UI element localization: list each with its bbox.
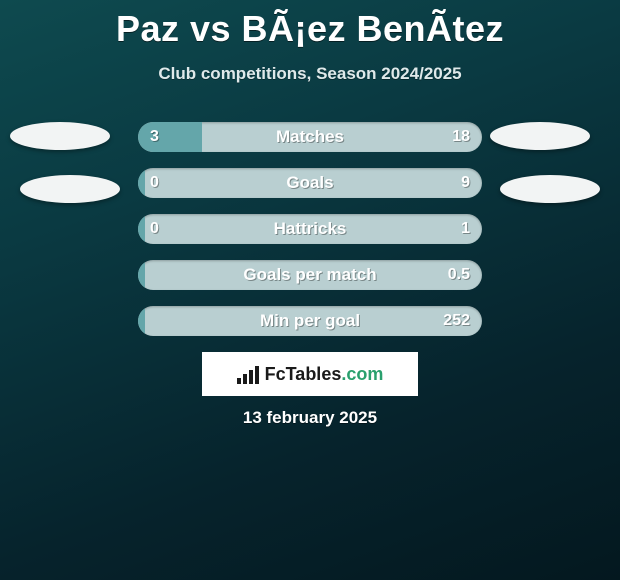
page-title: Paz vs BÃ¡ez BenÃ­tez [0,0,620,50]
stat-row: 318Matches [0,118,620,164]
footer-date: 13 february 2025 [0,408,620,428]
stat-label: Matches [138,122,482,152]
stat-label: Goals [138,168,482,198]
stat-bar-track: 318Matches [138,122,482,152]
stat-bar-track: 0.5Goals per match [138,260,482,290]
stat-label: Min per goal [138,306,482,336]
brand-suffix: .com [341,364,383,384]
stat-label: Goals per match [138,260,482,290]
stat-bar-track: 252Min per goal [138,306,482,336]
brand-name: FcTables [265,364,342,384]
stat-bar-track: 09Goals [138,168,482,198]
stat-rows: 318Matches 09Goals 01Hattricks 0.5Goals per… [0,118,620,348]
brand-text: FcTables.com [265,364,384,385]
bar-chart-icon [237,364,259,384]
stat-row: 252Min per goal [0,302,620,348]
stat-row: 09Goals [0,164,620,210]
stat-row: 0.5Goals per match [0,256,620,302]
stat-bar-track: 01Hattricks [138,214,482,244]
brand-badge: FcTables.com [202,352,418,396]
stat-label: Hattricks [138,214,482,244]
comparison-widget: Paz vs BÃ¡ez BenÃ­tez Club competitions,… [0,0,620,580]
stat-row: 01Hattricks [0,210,620,256]
page-subtitle: Club competitions, Season 2024/2025 [0,64,620,84]
